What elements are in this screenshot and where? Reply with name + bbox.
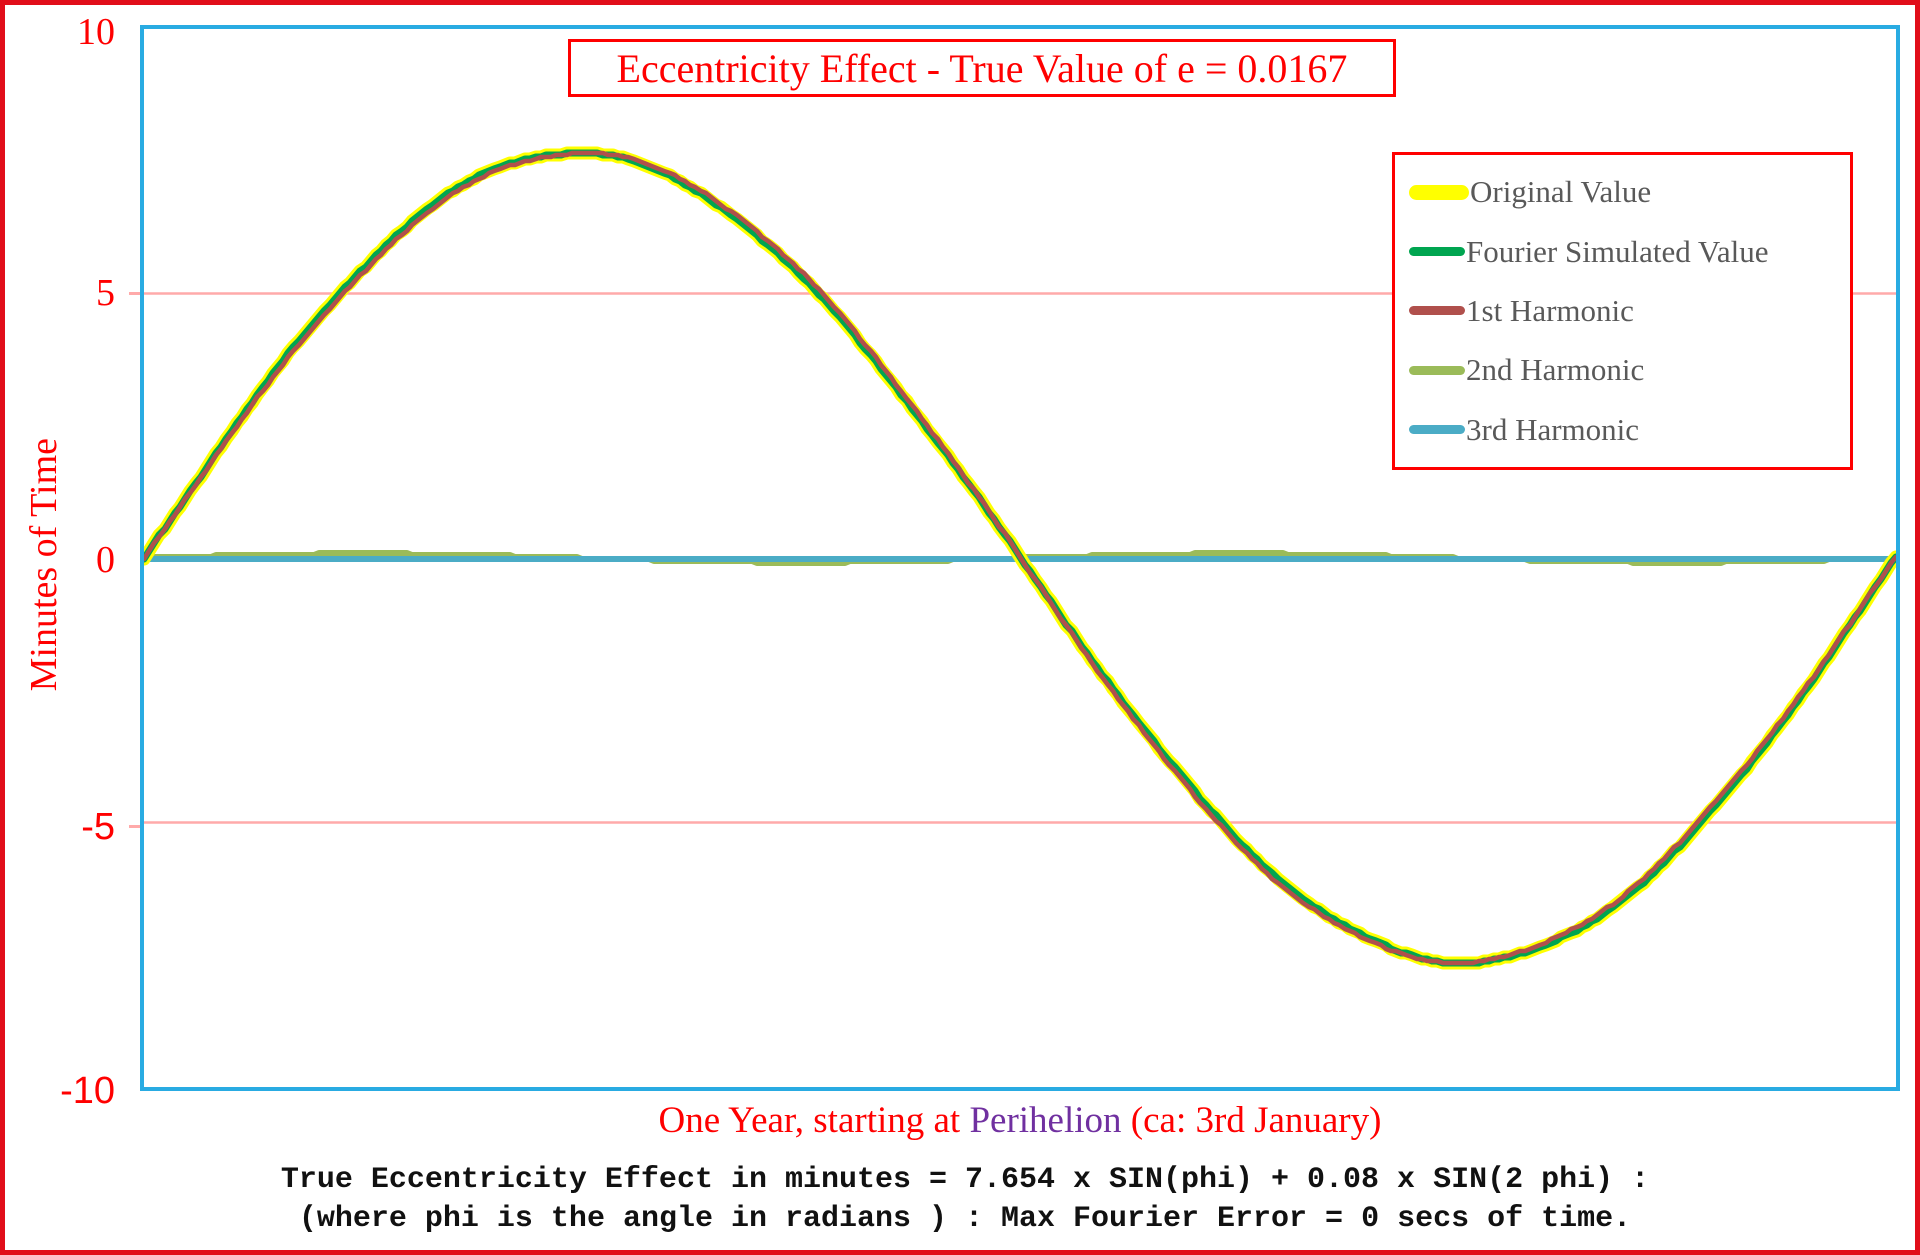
axis-tick-plus5: [129, 292, 141, 295]
x-axis-label-highlight: Perihelion: [969, 1100, 1122, 1141]
plot-area: [140, 25, 1900, 1091]
y-tick-5: 5: [96, 272, 115, 314]
legend-swatch-fourier-simulated: [1409, 247, 1465, 257]
legend: Original Value Fourier Simulated Value 1…: [1392, 152, 1853, 470]
legend-label: Original Value: [1470, 174, 1652, 210]
chart-title-box: Eccentricity Effect - True Value of e = …: [568, 39, 1396, 97]
x-axis-label-prefix: One Year, starting at: [658, 1100, 970, 1141]
chart-title: Eccentricity Effect - True Value of e = …: [616, 45, 1348, 91]
y-tick-minus5: -5: [81, 806, 115, 848]
y-tick-10: 10: [77, 11, 115, 53]
legend-swatch-1st-harmonic: [1409, 306, 1465, 316]
legend-swatch-3rd-harmonic: [1409, 425, 1465, 435]
plot-svg: [144, 146, 1896, 970]
legend-label: Fourier Simulated Value: [1466, 233, 1769, 269]
x-axis-label-suffix: (ca: 3rd January): [1121, 1100, 1382, 1141]
footnote-line2: (where phi is the angle in radians ) : M…: [298, 1202, 1632, 1236]
footnote-line1: True Eccentricity Effect in minutes = 7.…: [280, 1163, 1650, 1197]
legend-label: 3rd Harmonic: [1466, 411, 1640, 447]
legend-label: 1st Harmonic: [1466, 292, 1634, 328]
y-tick-0: 0: [96, 539, 115, 581]
legend-item-1st-harmonic: 1st Harmonic: [1409, 283, 1850, 339]
x-axis-label: One Year, starting at Perihelion (ca: 3r…: [140, 1099, 1900, 1142]
footnote: True Eccentricity Effect in minutes = 7.…: [65, 1161, 1865, 1239]
legend-item-original-value: Original Value: [1409, 164, 1850, 220]
axis-tick-minus5: [129, 825, 141, 828]
y-tick-minus10: -10: [60, 1070, 115, 1112]
legend-label: 2nd Harmonic: [1466, 352, 1645, 388]
legend-item-2nd-harmonic: 2nd Harmonic: [1409, 342, 1850, 398]
y-axis-tick-labels: 10 5 0 -5 -10: [29, 5, 115, 1111]
legend-item-fourier-simulated: Fourier Simulated Value: [1409, 224, 1850, 280]
legend-swatch-original-value: [1409, 184, 1469, 200]
legend-swatch-2nd-harmonic: [1409, 365, 1465, 375]
legend-item-3rd-harmonic: 3rd Harmonic: [1409, 402, 1850, 458]
